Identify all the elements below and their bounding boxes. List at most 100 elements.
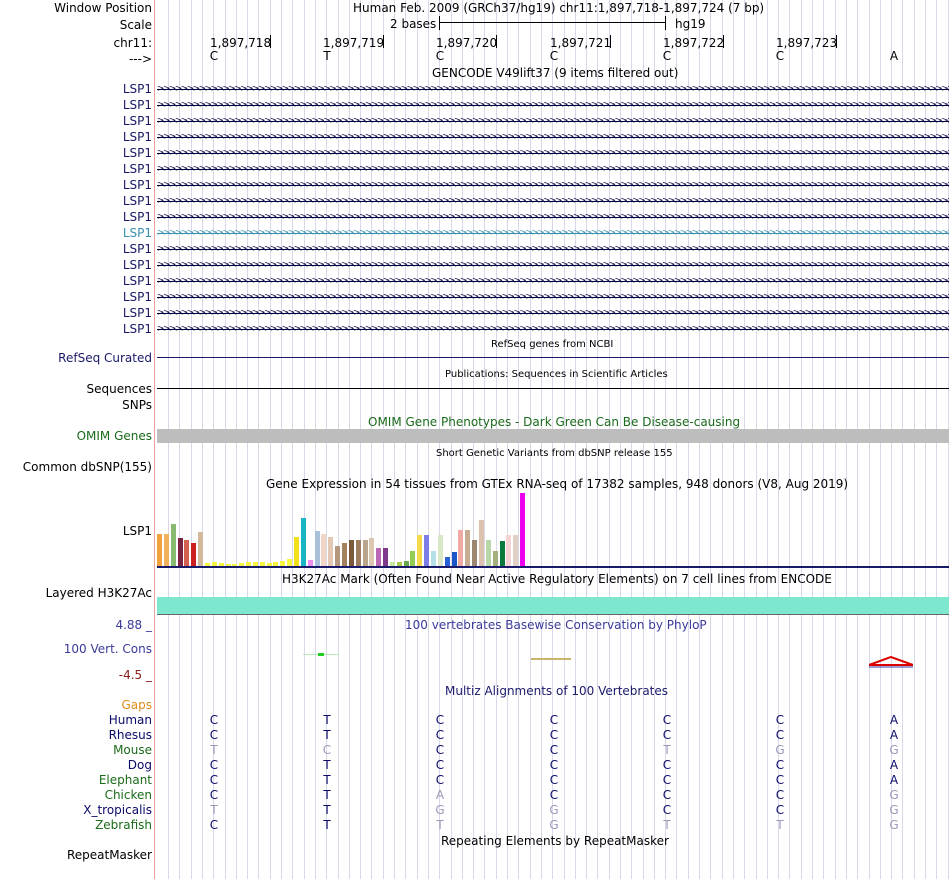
gtex-bar[interactable] (198, 532, 204, 566)
gtex-bar[interactable] (396, 562, 402, 566)
gencode-transcript[interactable]: >>>>>>>>>>>>>>>>>>>>>>>>>>>>>>>>>>>>>>>>… (157, 116, 949, 127)
gtex-bar[interactable] (321, 534, 327, 566)
gtex-bar[interactable] (266, 563, 272, 566)
gtex-bar[interactable] (417, 535, 423, 566)
gtex-bar[interactable] (218, 563, 224, 566)
species-label[interactable]: X_tropicalis (83, 803, 152, 817)
gtex-bar[interactable] (259, 562, 265, 566)
gencode-label[interactable]: LSP1 (122, 242, 152, 256)
phylop-signal[interactable] (157, 640, 949, 680)
gtex-bar[interactable] (362, 540, 368, 566)
repeatmasker-label[interactable]: RepeatMasker (66, 848, 152, 862)
h3k27ac-label[interactable]: Layered H3K27Ac (45, 586, 152, 600)
gencode-transcript[interactable]: >>>>>>>>>>>>>>>>>>>>>>>>>>>>>>>>>>>>>>>>… (157, 244, 949, 255)
gencode-transcript[interactable]: >>>>>>>>>>>>>>>>>>>>>>>>>>>>>>>>>>>>>>>>… (157, 260, 949, 271)
gtex-bar[interactable] (191, 543, 197, 566)
gtex-bar[interactable] (403, 561, 409, 566)
gencode-label[interactable]: LSP1 (122, 210, 152, 224)
species-label[interactable]: Human (108, 713, 152, 727)
gencode-label[interactable]: LSP1 (122, 322, 152, 336)
gtex-bar[interactable] (437, 535, 443, 566)
gencode-transcript[interactable]: >>>>>>>>>>>>>>>>>>>>>>>>>>>>>>>>>>>>>>>>… (157, 308, 949, 319)
gencode-label[interactable]: LSP1 (122, 162, 152, 176)
gtex-bar[interactable] (431, 551, 436, 566)
species-label[interactable]: Mouse (113, 743, 152, 757)
gtex-bar[interactable] (424, 535, 430, 566)
gencode-label[interactable]: LSP1 (122, 258, 152, 272)
gencode-transcript[interactable]: >>>>>>>>>>>>>>>>>>>>>>>>>>>>>>>>>>>>>>>>… (157, 164, 949, 175)
gtex-bar[interactable] (376, 548, 382, 566)
gencode-transcript[interactable]: >>>>>>>>>>>>>>>>>>>>>>>>>>>>>>>>>>>>>>>>… (157, 196, 949, 207)
omim-bar[interactable] (157, 429, 949, 443)
gtex-bar[interactable] (273, 562, 279, 566)
gencode-transcript[interactable]: >>>>>>>>>>>>>>>>>>>>>>>>>>>>>>>>>>>>>>>>… (157, 84, 949, 95)
gencode-label[interactable]: LSP1 (122, 114, 152, 128)
gtex-bar[interactable] (280, 561, 286, 566)
gencode-label[interactable]: LSP1 (122, 178, 152, 192)
gtex-bar[interactable] (472, 540, 478, 566)
gtex-bar[interactable] (163, 534, 169, 566)
gencode-label[interactable]: LSP1 (122, 146, 152, 160)
gencode-transcript[interactable]: >>>>>>>>>>>>>>>>>>>>>>>>>>>>>>>>>>>>>>>>… (157, 148, 949, 159)
gtex-bar[interactable] (239, 563, 245, 566)
gtex-bar[interactable] (348, 540, 354, 566)
gtex-bar[interactable] (513, 535, 519, 566)
gtex-bar[interactable] (335, 546, 341, 566)
gtex-bar[interactable] (184, 540, 190, 566)
gtex-label[interactable]: LSP1 (122, 524, 152, 538)
gtex-bar[interactable] (246, 562, 252, 566)
gencode-label[interactable]: LSP1 (122, 290, 152, 304)
gtex-bar[interactable] (211, 562, 217, 566)
gencode-transcript[interactable]: >>>>>>>>>>>>>>>>>>>>>>>>>>>>>>>>>>>>>>>>… (157, 324, 949, 335)
gtex-bar[interactable] (383, 548, 389, 566)
gtex-bar[interactable] (492, 551, 498, 566)
gtex-bar[interactable] (444, 557, 450, 566)
snps-label[interactable]: SNPs (122, 398, 152, 412)
gencode-transcript[interactable]: >>>>>>>>>>>>>>>>>>>>>>>>>>>>>>>>>>>>>>>>… (157, 276, 949, 287)
h3k27ac-signal[interactable] (157, 597, 949, 614)
gtex-bar[interactable] (328, 537, 334, 566)
refseq-label[interactable]: RefSeq Curated (58, 351, 152, 365)
gtex-bar[interactable] (458, 530, 464, 566)
gtex-bar[interactable] (294, 537, 299, 566)
gtex-bar[interactable] (157, 534, 162, 566)
gencode-transcript[interactable]: >>>>>>>>>>>>>>>>>>>>>>>>>>>>>>>>>>>>>>>>… (157, 132, 949, 143)
species-label[interactable]: Zebrafish (95, 818, 152, 832)
gtex-bar[interactable] (485, 540, 491, 566)
species-label[interactable]: Rhesus (108, 728, 152, 742)
gtex-bar[interactable] (204, 563, 210, 566)
gtex-bar[interactable] (170, 524, 176, 566)
gtex-bar[interactable] (252, 562, 258, 566)
sequences-label[interactable]: Sequences (86, 382, 152, 396)
gtex-bar[interactable] (300, 518, 306, 566)
gtex-bar[interactable] (314, 531, 320, 566)
gtex-bar[interactable] (177, 538, 183, 566)
gencode-transcript[interactable]: >>>>>>>>>>>>>>>>>>>>>>>>>>>>>>>>>>>>>>>>… (157, 100, 949, 111)
gencode-label[interactable]: LSP1 (122, 306, 152, 320)
species-label[interactable]: Dog (127, 758, 152, 772)
gencode-label[interactable]: LSP1 (122, 194, 152, 208)
species-label[interactable]: Chicken (104, 788, 152, 802)
gtex-bar[interactable] (520, 493, 526, 566)
gtex-bar[interactable] (225, 564, 231, 566)
gtex-bar[interactable] (389, 562, 395, 566)
gencode-label[interactable]: LSP1 (122, 226, 152, 240)
phylop-label[interactable]: 100 Vert. Cons (63, 642, 152, 656)
gtex-chart[interactable] (157, 493, 949, 566)
gencode-label[interactable]: LSP1 (122, 274, 152, 288)
gencode-transcript[interactable]: >>>>>>>>>>>>>>>>>>>>>>>>>>>>>>>>>>>>>>>>… (157, 180, 949, 191)
gencode-transcript[interactable]: >>>>>>>>>>>>>>>>>>>>>>>>>>>>>>>>>>>>>>>>… (157, 292, 949, 303)
gtex-bar[interactable] (465, 530, 471, 566)
gtex-bar[interactable] (232, 564, 238, 566)
gaps-label[interactable]: Gaps (121, 698, 152, 712)
gtex-bar[interactable] (287, 559, 293, 566)
gtex-bar[interactable] (499, 541, 505, 566)
gencode-label[interactable]: LSP1 (122, 98, 152, 112)
omim-label[interactable]: OMIM Genes (76, 429, 152, 443)
species-label[interactable]: Elephant (98, 773, 152, 787)
gtex-bar[interactable] (410, 551, 416, 566)
gencode-label[interactable]: LSP1 (122, 130, 152, 144)
gtex-bar[interactable] (506, 535, 512, 566)
gencode-transcript[interactable]: >>>>>>>>>>>>>>>>>>>>>>>>>>>>>>>>>>>>>>>>… (157, 228, 949, 239)
gtex-bar[interactable] (341, 543, 347, 566)
